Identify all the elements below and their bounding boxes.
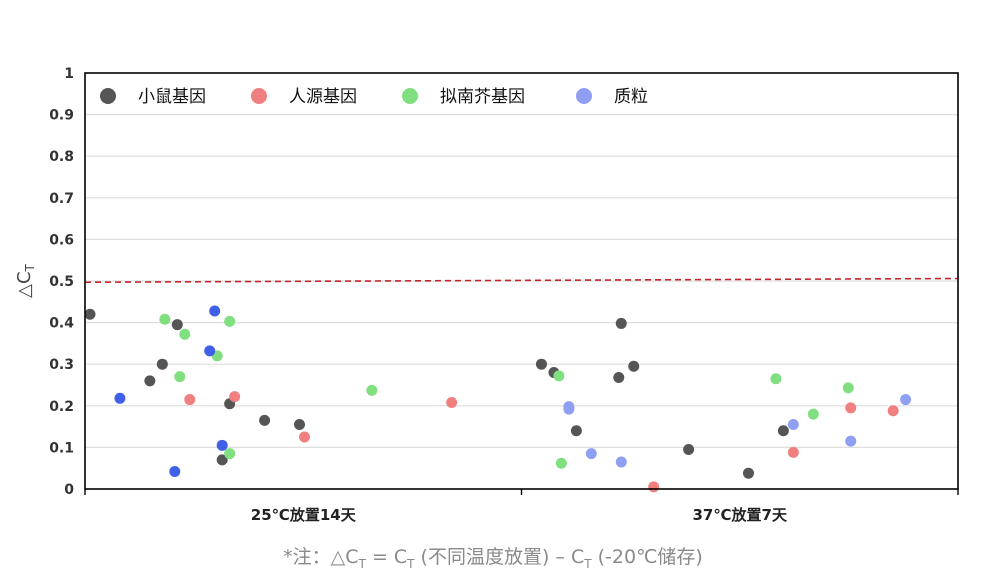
- footnote-end: (-20℃储存): [591, 546, 703, 568]
- legend-label: 人源基因: [289, 87, 357, 107]
- data-point: [184, 394, 196, 406]
- data-points: [84, 305, 912, 493]
- data-point: [114, 392, 126, 404]
- plot-frame: [84, 72, 959, 490]
- legend: 小鼠基因 人源基因 拟南芥基因 质粒: [100, 87, 648, 107]
- data-point: [535, 358, 547, 370]
- footnote-sub-3: T: [584, 556, 592, 571]
- legend-label: 小鼠基因: [138, 87, 206, 107]
- data-point: [144, 375, 156, 387]
- y-axis-label-sub: T: [23, 263, 37, 272]
- data-point: [563, 403, 575, 415]
- data-point: [777, 425, 789, 437]
- data-point: [570, 425, 582, 437]
- data-point: [628, 360, 640, 372]
- threshold-line: [84, 277, 959, 284]
- y-tick-label: 0.4: [49, 316, 74, 332]
- footnote-eq: = C: [365, 546, 408, 568]
- y-tick-label: 0.8: [49, 149, 74, 165]
- data-point: [294, 419, 306, 431]
- y-tick-label: 0: [64, 482, 74, 498]
- data-point: [900, 394, 912, 406]
- footnote-sub-2: T: [407, 556, 415, 571]
- footnote-delta: △C: [330, 546, 359, 568]
- data-point: [229, 391, 241, 403]
- y-axis-ticks: 0 0.1 0.2 0.3 0.4 0.5 0.6 0.7 0.8 0.9 1: [49, 66, 74, 498]
- scatter-chart: 0 0.1 0.2 0.3 0.4 0.5 0.6 0.7 0.8 0.9 1 25℃放置14天 37…: [14, 66, 959, 524]
- data-point: [216, 454, 228, 466]
- data-point: [842, 382, 854, 394]
- data-point: [156, 358, 168, 370]
- data-point: [171, 319, 183, 331]
- data-point: [887, 405, 899, 417]
- data-point: [84, 308, 96, 320]
- data-point: [209, 305, 221, 317]
- data-point: [613, 372, 625, 384]
- y-tick-label: 1: [64, 66, 74, 82]
- legend-marker: [576, 88, 592, 104]
- y-tick-label: 0.9: [49, 108, 74, 124]
- data-point: [845, 435, 857, 447]
- data-point: [224, 448, 236, 460]
- data-point: [159, 313, 171, 325]
- legend-marker: [402, 88, 418, 104]
- x-category-label: 37℃放置7天: [693, 506, 788, 524]
- y-tick-label: 0.3: [49, 357, 74, 373]
- data-point: [174, 371, 186, 383]
- legend-label: 质粒: [614, 87, 648, 107]
- legend-label: 拟南芥基因: [440, 87, 525, 107]
- data-point: [259, 414, 271, 426]
- legend-marker: [251, 88, 267, 104]
- data-point: [298, 431, 310, 443]
- data-point: [446, 396, 458, 408]
- x-category-label: 25℃放置14天: [251, 506, 357, 524]
- data-point: [553, 370, 565, 382]
- y-tick-label: 0.6: [49, 232, 74, 248]
- y-tick-label: 0.7: [49, 191, 74, 207]
- data-point: [648, 481, 660, 493]
- y-tick-label: 0.5: [49, 274, 74, 290]
- y-tick-label: 0.1: [49, 440, 74, 456]
- data-point: [169, 466, 181, 478]
- footnote: *注：△CT = CT (不同温度放置) – CT (-20℃储存): [0, 542, 986, 571]
- data-point: [204, 345, 216, 357]
- footnote-star: *注：: [283, 546, 331, 568]
- data-point: [845, 402, 857, 414]
- data-point: [179, 328, 191, 340]
- footnote-sub-1: T: [358, 556, 366, 571]
- legend-marker: [100, 88, 116, 104]
- data-point: [615, 317, 627, 329]
- data-point: [615, 456, 627, 468]
- data-point: [585, 448, 597, 460]
- data-point: [216, 439, 228, 451]
- data-point: [555, 457, 567, 469]
- data-point: [787, 446, 799, 458]
- data-point: [224, 315, 236, 327]
- data-point: [366, 384, 378, 396]
- y-axis-label: △CT: [14, 263, 37, 297]
- footnote-mid: (不同温度放置) – C: [414, 546, 585, 568]
- data-point: [683, 443, 695, 455]
- data-point: [787, 419, 799, 431]
- data-point: [770, 373, 782, 385]
- y-axis-label-main: △C: [14, 271, 35, 297]
- x-axis-ticks: 25℃放置14天 37℃放置7天: [84, 489, 959, 524]
- data-point: [742, 467, 754, 479]
- y-tick-label: 0.2: [49, 399, 74, 415]
- data-point: [807, 408, 819, 420]
